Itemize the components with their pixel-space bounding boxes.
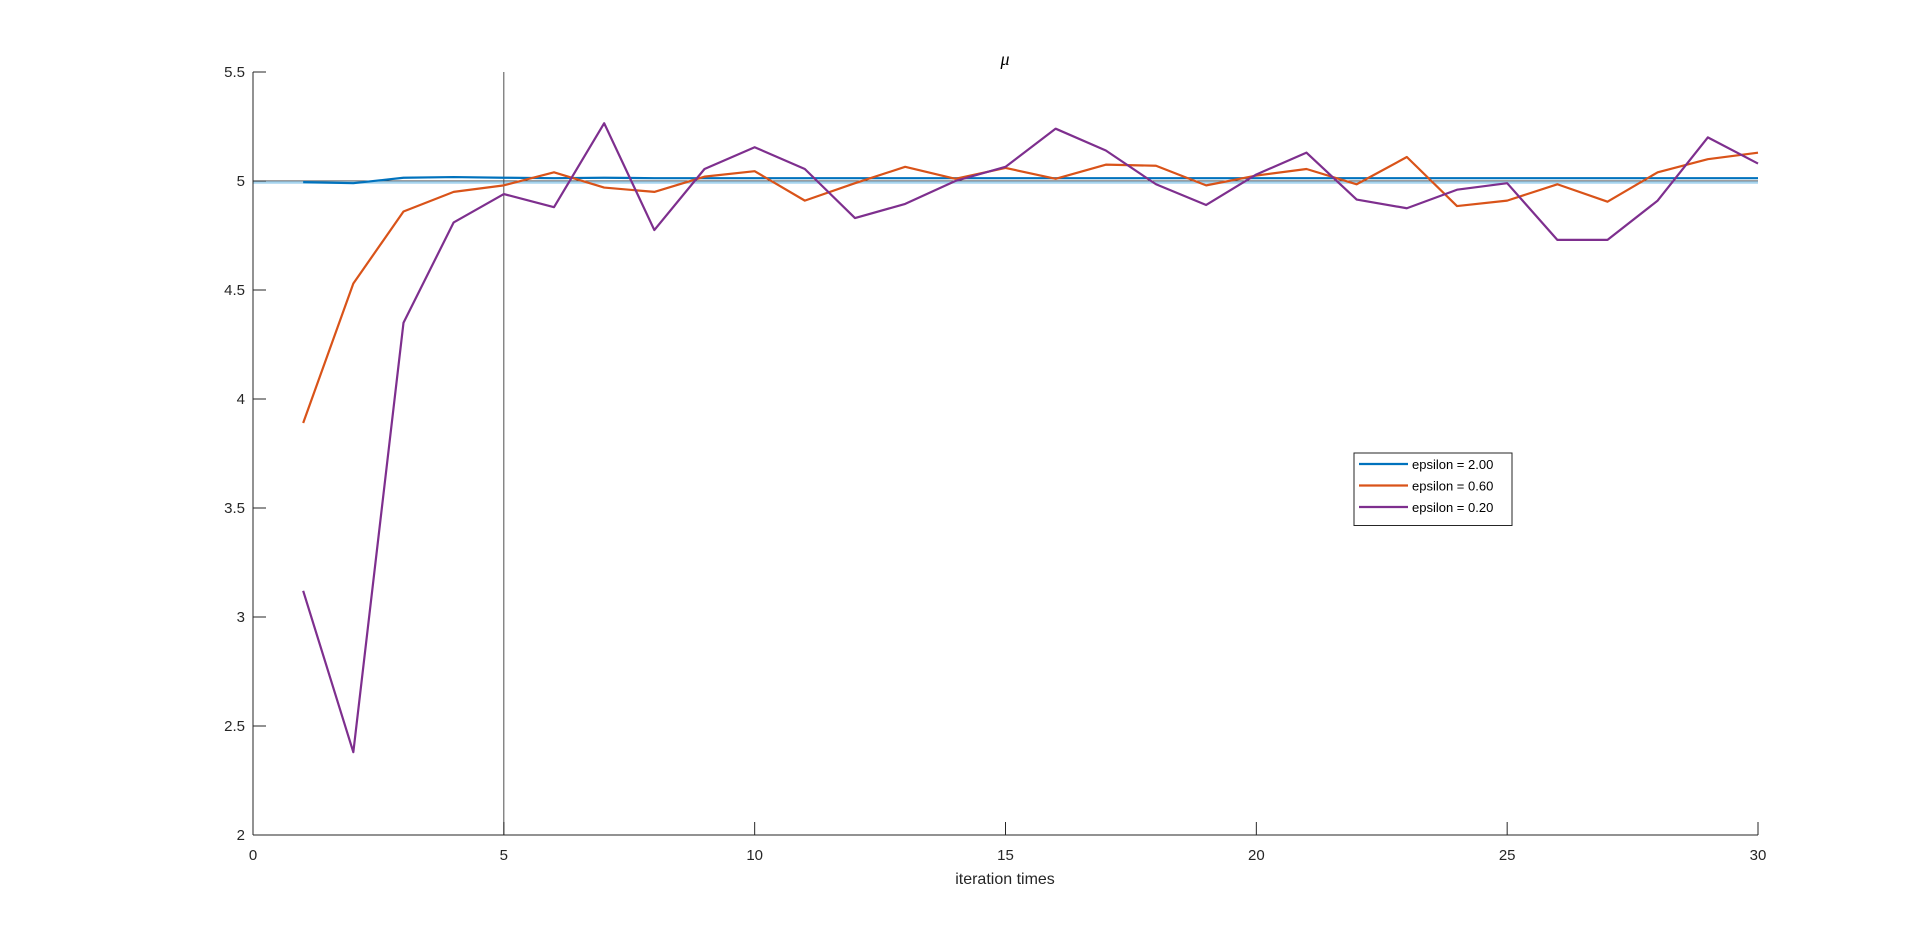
chart-title: μ <box>999 49 1009 69</box>
y-tick-label: 5.5 <box>224 64 245 81</box>
legend-entry-3: epsilon = 0.20 <box>1412 500 1493 515</box>
y-tick-label: 2.5 <box>224 718 245 735</box>
x-tick-label: 15 <box>997 847 1014 864</box>
y-tick-label: 4 <box>237 391 245 408</box>
y-tick-label: 5 <box>237 173 245 190</box>
x-axis-label: iteration times <box>955 871 1055 888</box>
legend-entry-2: epsilon = 0.60 <box>1412 479 1493 494</box>
x-tick-label: 10 <box>746 847 763 864</box>
series-line-1 <box>303 175 1758 185</box>
x-tick-label: 20 <box>1248 847 1265 864</box>
x-tick-label: 5 <box>500 847 508 864</box>
series-line-2 <box>302 151 1759 424</box>
y-tick-label: 3 <box>237 609 245 626</box>
legend-entry-1: epsilon = 2.00 <box>1412 457 1493 472</box>
series-line-3 <box>302 122 1759 754</box>
y-tick-label: 4.5 <box>224 282 245 299</box>
y-tick-label: 3.5 <box>224 500 245 517</box>
x-tick-label: 0 <box>249 847 257 864</box>
x-tick-label: 30 <box>1750 847 1767 864</box>
x-tick-label: 25 <box>1499 847 1516 864</box>
legend: epsilon = 2.00 epsilon = 0.60 epsilon = 0.… <box>1353 452 1513 526</box>
y-tick-label: 2 <box>237 827 245 844</box>
